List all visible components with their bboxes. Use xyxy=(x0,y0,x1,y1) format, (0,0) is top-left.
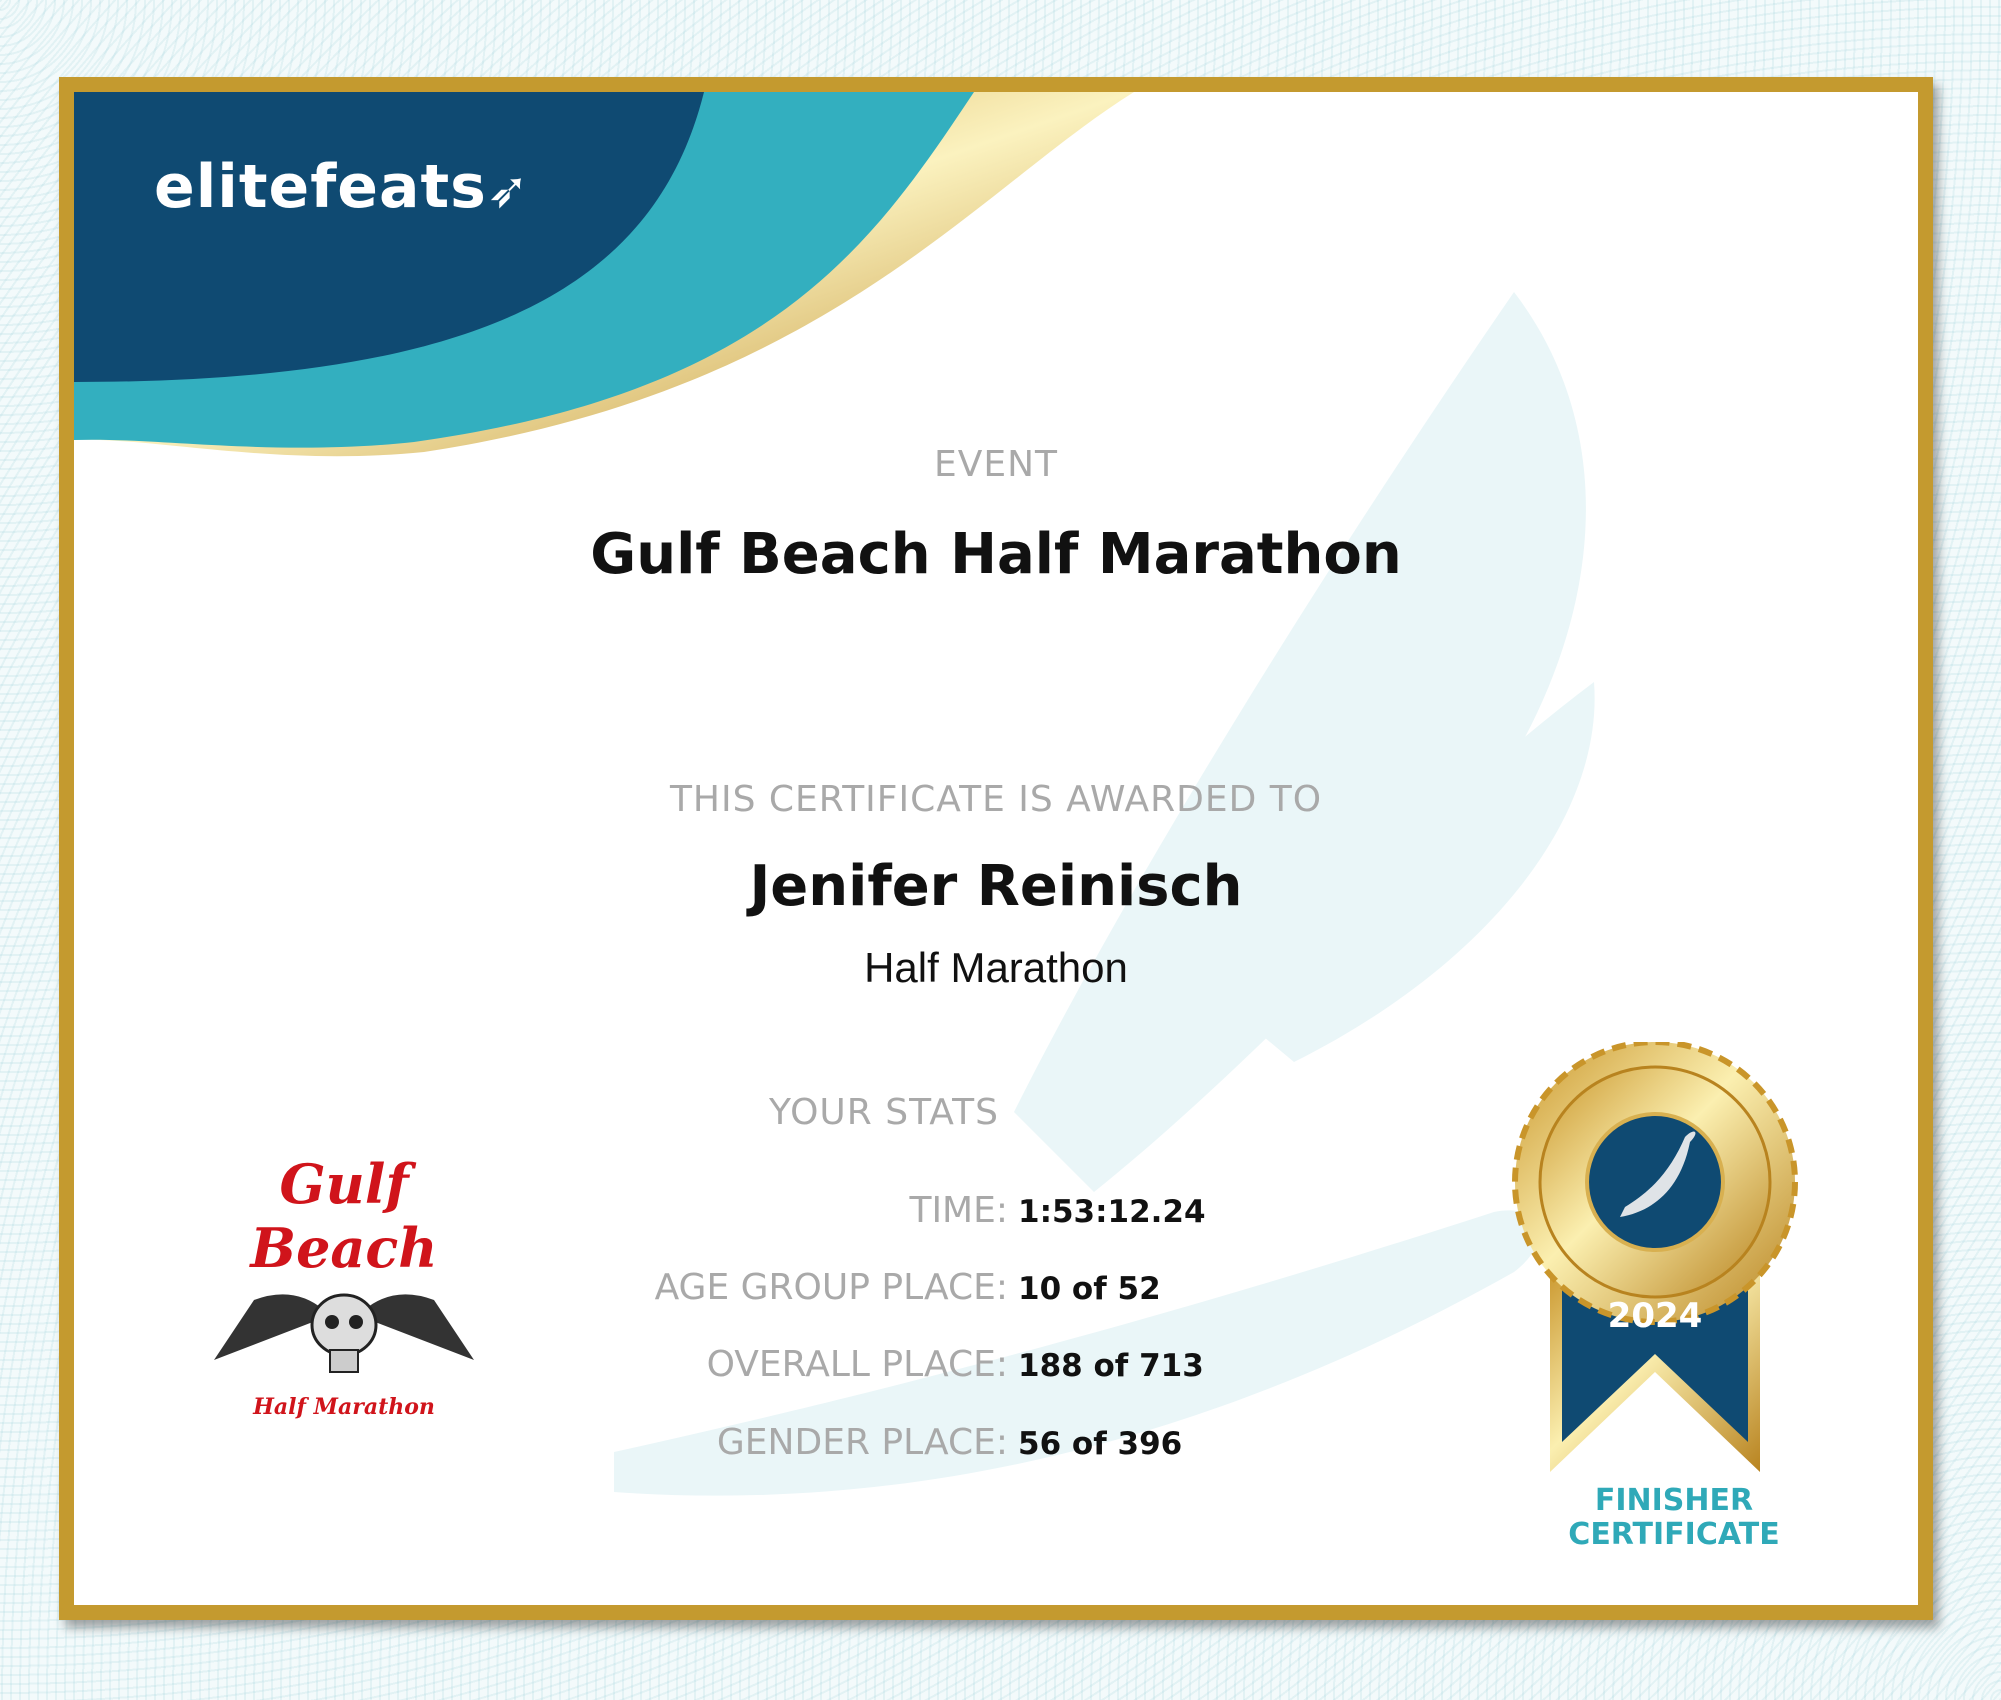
finisher-medal: 2024 xyxy=(1512,1042,1798,1472)
stat-row-age-group: AGE GROUP PLACE: 10 of 52 xyxy=(74,1267,1918,1311)
event-name: Gulf Beach Half Marathon xyxy=(590,522,1402,587)
stat-label: OVERALL PLACE: xyxy=(706,1344,1008,1385)
stat-row-time: TIME: 1:53:12.24 xyxy=(74,1190,1918,1234)
logo-title: Gulf Beach xyxy=(250,1152,438,1280)
stat-value: 1:53:12.24 xyxy=(1018,1194,1206,1230)
finisher-caption: FINISHER CERTIFICATE xyxy=(1524,1484,1824,1552)
elitefeats-logo: elitefeats➶ xyxy=(154,152,530,222)
stat-value: 188 of 713 xyxy=(1018,1348,1204,1384)
stat-label: GENDER PLACE: xyxy=(716,1422,1008,1463)
header-swoosh xyxy=(74,92,1134,457)
stat-row-gender: GENDER PLACE: 56 of 396 xyxy=(74,1422,1918,1466)
medal-year: 2024 xyxy=(1608,1296,1703,1336)
event-label: EVENT xyxy=(933,444,1059,485)
winged-foot-icon: ➶ xyxy=(486,161,530,219)
caption-line: CERTIFICATE xyxy=(1568,1517,1780,1552)
bat-skull-icon xyxy=(214,1293,474,1373)
gulf-beach-logo: Gulf Beach Half Marathon xyxy=(194,1152,494,1420)
stats-title: YOUR STATS xyxy=(769,1092,999,1133)
logo-subtitle: Half Marathon xyxy=(253,1394,435,1420)
stat-row-overall: OVERALL PLACE: 188 of 713 xyxy=(74,1344,1918,1388)
stat-value: 56 of 396 xyxy=(1018,1426,1183,1462)
recipient-name: Jenifer Reinisch xyxy=(749,854,1243,919)
race-name: Half Marathon xyxy=(864,944,1128,991)
stat-label: AGE GROUP PLACE: xyxy=(654,1267,1008,1308)
stat-label: TIME: xyxy=(909,1190,1008,1231)
certificate: elitefeats➶ EVENT Gulf Beach Half Marath… xyxy=(59,77,1933,1620)
winged-foot-watermark-icon xyxy=(614,292,1595,1496)
caption-line: FINISHER xyxy=(1594,1483,1754,1518)
awarded-label: THIS CERTIFICATE IS AWARDED TO xyxy=(669,779,1323,820)
stat-value: 10 of 52 xyxy=(1018,1271,1161,1307)
